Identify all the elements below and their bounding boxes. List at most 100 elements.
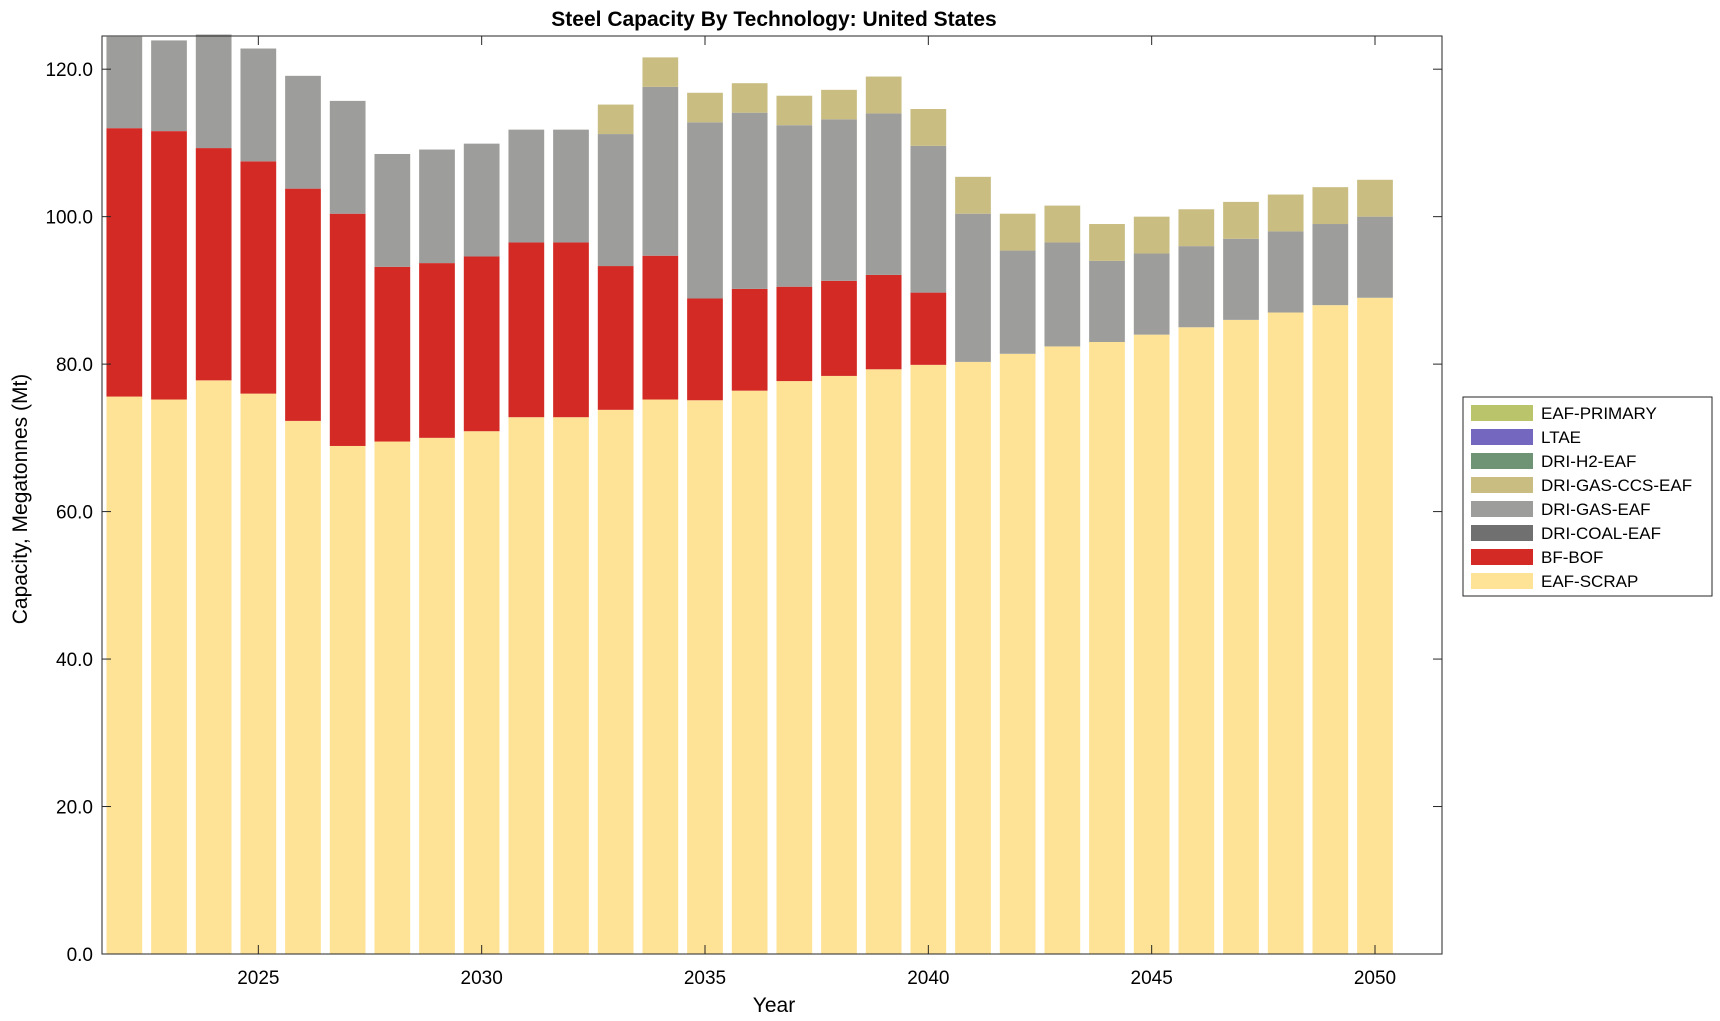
bar-eaf-scrap-2028 xyxy=(374,441,411,954)
bar-eaf-scrap-2048 xyxy=(1267,312,1304,954)
bar-bf-bof-2032 xyxy=(553,242,589,418)
bar-dri-gas-eaf-2045 xyxy=(1133,253,1170,335)
x-tick-label: 2030 xyxy=(461,968,503,989)
bar-dri-gas-eaf-2023 xyxy=(151,40,187,132)
legend-label-dri-gas-eaf: DRI-GAS-EAF xyxy=(1541,500,1651,519)
bar-dri-gas-ccs-eaf-2042 xyxy=(999,213,1036,251)
bar-eaf-scrap-2046 xyxy=(1178,327,1215,954)
bar-dri-gas-ccs-eaf-2033 xyxy=(597,104,634,135)
bar-dri-gas-eaf-2030 xyxy=(463,143,500,257)
bar-dri-gas-eaf-2037 xyxy=(776,125,813,287)
bar-eaf-scrap-2032 xyxy=(553,417,589,955)
y-tick-label: 20.0 xyxy=(56,798,93,819)
bar-bf-bof-2025 xyxy=(240,161,277,394)
bar-eaf-scrap-2030 xyxy=(463,431,500,955)
x-tick-label: 2050 xyxy=(1354,968,1396,989)
legend-label-dri-h2-eaf: DRI-H2-EAF xyxy=(1541,452,1636,471)
bar-bf-bof-2036 xyxy=(731,288,768,391)
x-tick-label: 2025 xyxy=(237,968,279,989)
bar-dri-gas-eaf-2039 xyxy=(865,113,902,275)
bar-dri-gas-ccs-eaf-2038 xyxy=(821,89,857,120)
bar-bf-bof-2024 xyxy=(195,148,232,381)
bar-dri-gas-ccs-eaf-2046 xyxy=(1178,209,1215,247)
bar-dri-gas-ccs-eaf-2035 xyxy=(687,92,723,123)
bar-dri-gas-ccs-eaf-2037 xyxy=(776,95,813,126)
bars-layer xyxy=(106,34,1393,955)
bar-dri-gas-eaf-2036 xyxy=(731,112,768,289)
bar-eaf-scrap-2038 xyxy=(821,375,857,954)
bar-bf-bof-2030 xyxy=(463,256,500,432)
bar-bf-bof-2037 xyxy=(776,286,813,382)
y-tick-label: 120.0 xyxy=(45,60,93,81)
legend: EAF-PRIMARY LTAE DRI-H2-EAF DRI-GAS-CCS-EAF… xyxy=(1462,396,1713,597)
bar-eaf-scrap-2025 xyxy=(240,393,277,954)
legend-swatch-bf-bof xyxy=(1471,549,1533,565)
bar-eaf-scrap-2022 xyxy=(106,396,143,954)
bar-dri-gas-eaf-2040 xyxy=(910,145,947,293)
bar-eaf-scrap-2024 xyxy=(195,380,232,955)
bar-dri-gas-ccs-eaf-2039 xyxy=(865,76,902,114)
bar-dri-gas-ccs-eaf-2043 xyxy=(1044,205,1081,243)
x-tick-label: 2040 xyxy=(907,968,949,989)
bar-dri-gas-eaf-2041 xyxy=(955,213,991,362)
bar-eaf-scrap-2044 xyxy=(1089,342,1125,954)
y-tick-label: 100.0 xyxy=(45,208,93,229)
bar-bf-bof-2040 xyxy=(910,292,947,365)
y-tick-label: 40.0 xyxy=(56,650,93,671)
bar-dri-gas-eaf-2034 xyxy=(642,86,679,256)
bar-bf-bof-2034 xyxy=(642,255,679,400)
legend-label-bf-bof: BF-BOF xyxy=(1541,548,1603,567)
bar-eaf-scrap-2027 xyxy=(329,445,366,954)
bar-eaf-scrap-2033 xyxy=(597,409,634,955)
bar-dri-gas-eaf-2022 xyxy=(106,36,143,129)
bar-dri-gas-eaf-2033 xyxy=(597,134,634,267)
legend-label-ltae: LTAE xyxy=(1541,428,1581,447)
bar-dri-gas-eaf-2046 xyxy=(1178,246,1215,328)
bar-bf-bof-2033 xyxy=(597,266,634,410)
bar-bf-bof-2028 xyxy=(374,266,411,442)
bar-dri-gas-eaf-2038 xyxy=(821,119,857,281)
legend-swatch-dri-coal-eaf xyxy=(1471,525,1533,541)
bar-bf-bof-2027 xyxy=(329,213,366,446)
bar-eaf-scrap-2050 xyxy=(1357,297,1393,954)
bar-dri-gas-ccs-eaf-2044 xyxy=(1089,224,1125,261)
legend-swatch-dri-h2-eaf xyxy=(1471,453,1533,469)
bar-dri-gas-eaf-2044 xyxy=(1089,260,1125,342)
bar-dri-gas-eaf-2032 xyxy=(553,129,589,243)
bar-eaf-scrap-2031 xyxy=(508,417,545,955)
bar-eaf-scrap-2039 xyxy=(865,369,902,954)
bar-bf-bof-2038 xyxy=(821,280,857,376)
y-tick-label: 80.0 xyxy=(56,355,93,376)
bar-dri-gas-eaf-2048 xyxy=(1267,231,1304,313)
legend-swatch-eaf-scrap xyxy=(1471,573,1533,589)
bar-bf-bof-2029 xyxy=(419,263,455,438)
plot-frame xyxy=(101,35,1443,955)
bar-bf-bof-2031 xyxy=(508,242,545,418)
bar-dri-gas-eaf-2024 xyxy=(195,34,232,149)
bar-bf-bof-2039 xyxy=(865,274,902,370)
legend-label-dri-gas-ccs-eaf: DRI-GAS-CCS-EAF xyxy=(1541,476,1692,495)
bar-eaf-scrap-2029 xyxy=(419,437,455,954)
bar-dri-gas-eaf-2028 xyxy=(374,153,411,267)
bar-eaf-scrap-2026 xyxy=(285,420,321,954)
bar-dri-gas-eaf-2042 xyxy=(999,250,1036,354)
bar-eaf-scrap-2034 xyxy=(642,399,679,954)
bar-dri-gas-eaf-2025 xyxy=(240,48,277,162)
bar-eaf-scrap-2047 xyxy=(1223,319,1259,954)
bar-dri-gas-ccs-eaf-2049 xyxy=(1312,187,1349,225)
bar-eaf-scrap-2042 xyxy=(999,353,1036,954)
bar-dri-gas-eaf-2035 xyxy=(687,122,723,299)
bar-dri-gas-ccs-eaf-2041 xyxy=(955,176,991,214)
bar-dri-gas-eaf-2029 xyxy=(419,149,455,264)
bar-eaf-scrap-2023 xyxy=(151,399,187,954)
bar-dri-gas-eaf-2027 xyxy=(329,100,366,214)
bar-bf-bof-2022 xyxy=(106,128,143,397)
bar-eaf-scrap-2043 xyxy=(1044,346,1081,954)
x-tick-label: 2035 xyxy=(684,968,726,989)
bar-dri-gas-eaf-2047 xyxy=(1223,238,1259,320)
x-tick-label: 2045 xyxy=(1131,968,1173,989)
bar-eaf-scrap-2037 xyxy=(776,381,813,955)
bar-eaf-scrap-2049 xyxy=(1312,305,1349,954)
y-axis-label: Capacity, Megatonnes (Mt) xyxy=(9,374,32,625)
